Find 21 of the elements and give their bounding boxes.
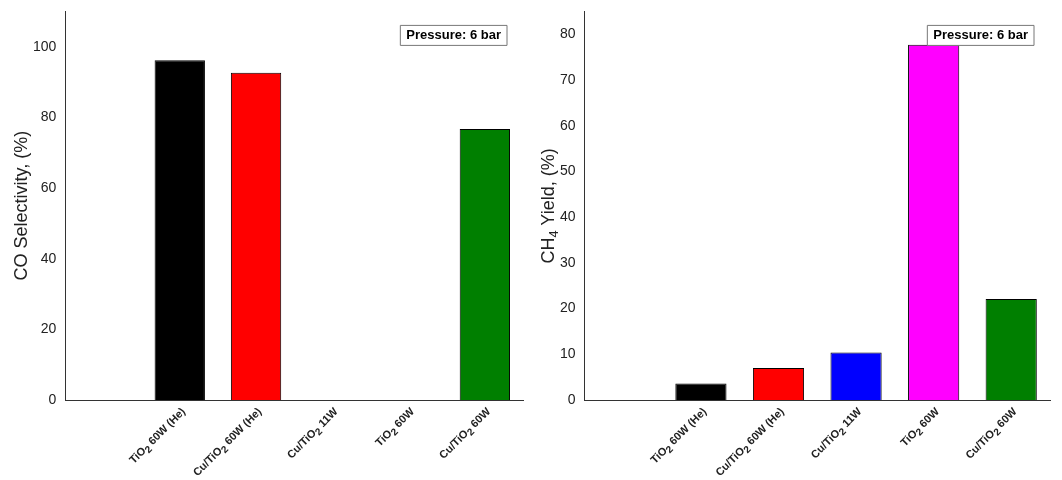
y-tick-label: 50 <box>559 162 576 179</box>
bar <box>154 60 205 400</box>
annotation: Pressure: 6 bar <box>933 26 1029 42</box>
y-tick-label: 70 <box>559 70 576 87</box>
bar <box>675 383 727 400</box>
y-tick-label: 40 <box>559 207 576 224</box>
y-tick-label: 40 <box>40 249 57 266</box>
y-tick-label: 60 <box>40 178 57 195</box>
y-tick-label: 0 <box>567 390 576 407</box>
y-tick-label: 30 <box>559 253 576 270</box>
y-axis-title: CO Selectivity, (%) <box>10 130 31 281</box>
y-tick-label: 100 <box>33 37 57 54</box>
y-tick-label: 80 <box>40 108 57 125</box>
y-tick-label: 20 <box>559 299 576 316</box>
y-tick-label: 0 <box>48 390 57 407</box>
y-tick-label: 10 <box>559 345 576 362</box>
annotation: Pressure: 6 bar <box>406 26 502 42</box>
y-tick-label: 60 <box>559 116 576 133</box>
y-tick-label: 80 <box>559 25 576 42</box>
y-axis-title: CH4 Yield, (%) <box>537 148 561 264</box>
y-tick-label: 20 <box>40 320 57 337</box>
